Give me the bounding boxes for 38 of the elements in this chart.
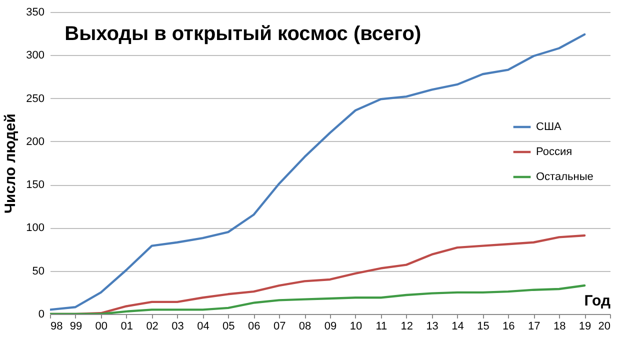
x-tick-label: 09 <box>324 320 337 332</box>
x-tick-label: 04 <box>197 320 210 332</box>
x-tick-label: 13 <box>426 320 438 332</box>
x-tick-label: 15 <box>477 320 490 332</box>
text: Выходы в открытый космос (всего) <box>64 23 422 45</box>
y-tick-label: 350 <box>26 6 44 18</box>
y-tick-label: 0 <box>38 308 44 320</box>
x-axis-title: Год <box>584 292 611 310</box>
y-tick-label: 200 <box>26 136 44 148</box>
x-tick-label: 19 <box>578 320 592 332</box>
legend-label: США <box>536 121 562 133</box>
x-tick-label: 16 <box>502 320 515 332</box>
x-tick-label: 07 <box>273 320 286 332</box>
x-tick-label: 12 <box>400 320 413 332</box>
line-series <box>50 284 586 314</box>
x-tick-label: 11 <box>376 320 388 332</box>
y-tick-label: 150 <box>26 179 44 192</box>
x-tick-label: 98 <box>50 320 63 332</box>
x-tick-label: 08 <box>298 320 312 332</box>
legend-label: Остальные <box>536 171 594 183</box>
x-tick-label: 01 <box>120 320 133 332</box>
x-tick-label: 18 <box>553 320 566 332</box>
y-tick-label: 100 <box>26 222 44 234</box>
y-tick-label: 250 <box>26 92 44 105</box>
x-tick-label: 00 <box>95 320 108 332</box>
x-tick-label: 17 <box>528 320 540 332</box>
y-tick-label: 50 <box>32 265 44 278</box>
x-tick-label: 02 <box>146 320 158 332</box>
y-tick-label: 300 <box>26 50 44 62</box>
x-tick-label: 99 <box>70 320 82 332</box>
x-tick-label: 06 <box>248 320 260 332</box>
x-tick-label: 20 <box>598 320 610 332</box>
y-axis-title: Число людей <box>2 114 20 214</box>
x-tick-label: 14 <box>452 320 464 332</box>
legend-label: Россия <box>536 146 572 158</box>
x-tick-label: 10 <box>350 320 362 332</box>
x-tick-label: 03 <box>172 320 184 332</box>
x-tick-label: 05 <box>222 320 235 332</box>
